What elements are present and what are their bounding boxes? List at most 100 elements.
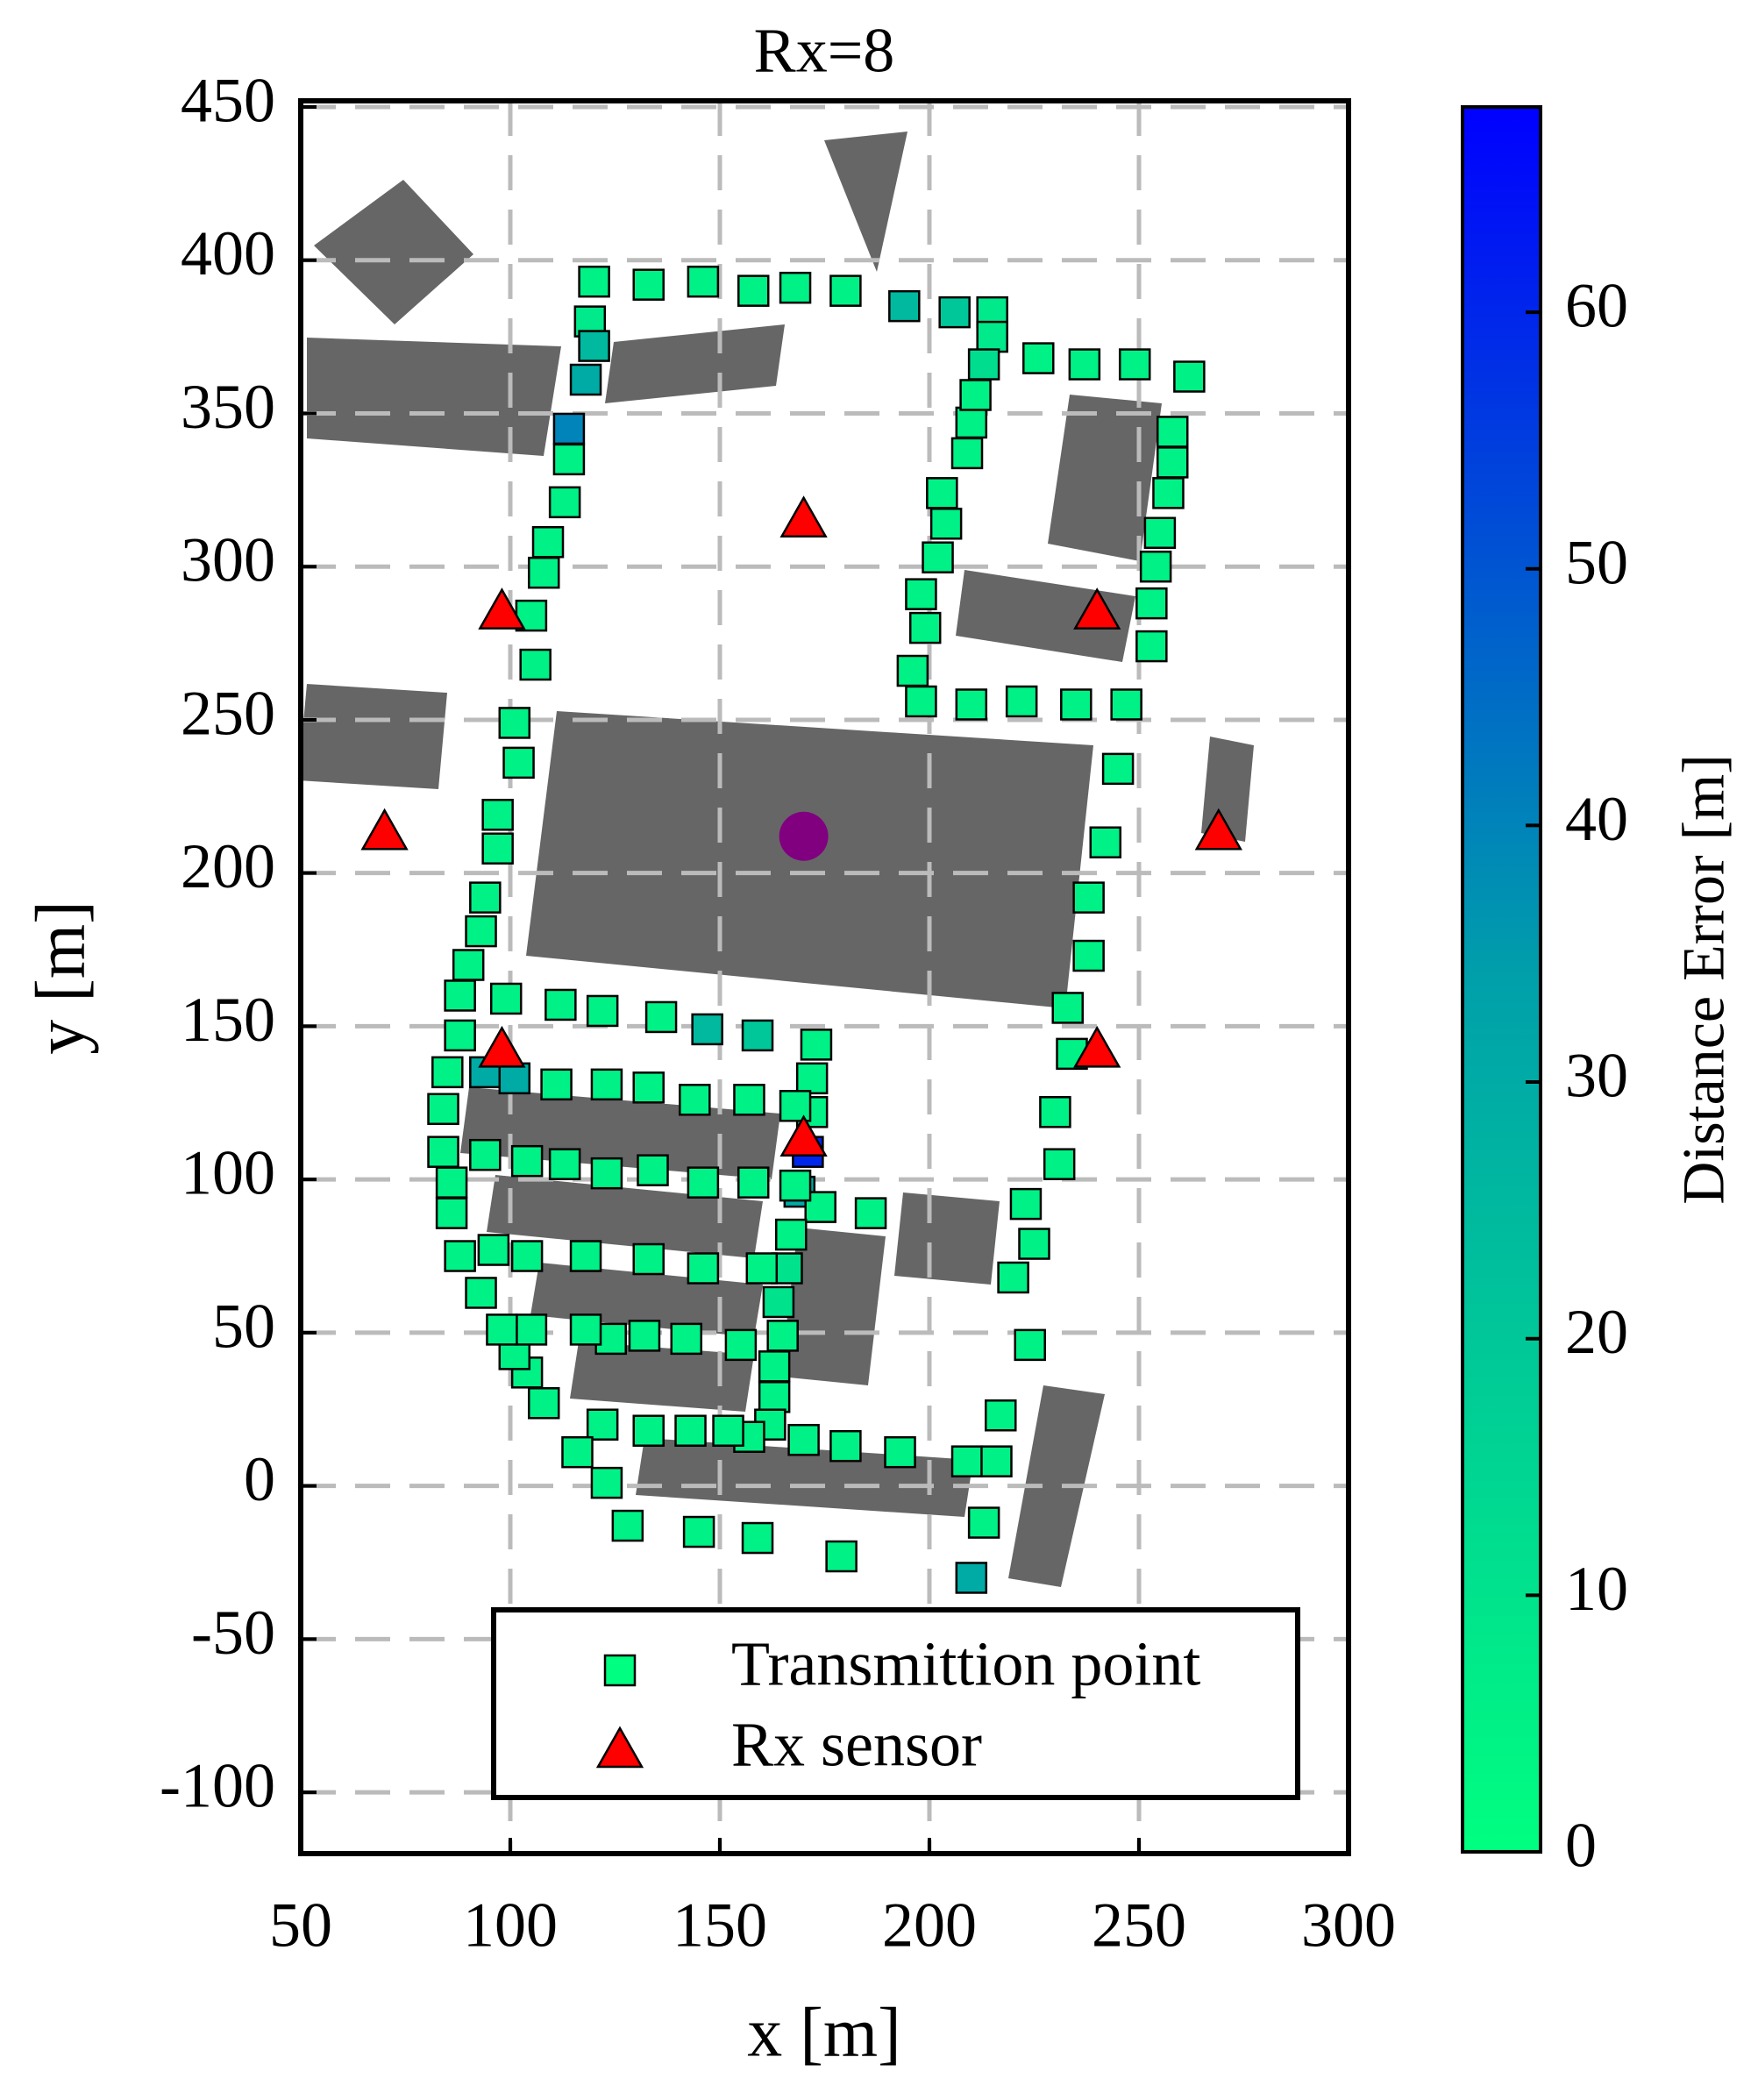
marker-square (950, 437, 984, 470)
x-tick-label: 200 (882, 1890, 977, 1961)
marker-square (632, 1071, 665, 1104)
marker-square (498, 1062, 531, 1095)
marker-square (1152, 477, 1185, 509)
marker-square (548, 1148, 581, 1180)
marker-square (531, 525, 565, 559)
marker-square (1156, 416, 1189, 448)
building (780, 1228, 886, 1385)
legend-label: Transmittion point (731, 1629, 1200, 1699)
marker-square (1014, 1328, 1046, 1362)
x-axis-label: x [m] (747, 1994, 901, 2071)
y-tick-label: 250 (181, 678, 275, 748)
marker-square (959, 379, 992, 411)
marker-triangle (1073, 1025, 1121, 1068)
marker-square (444, 1019, 476, 1052)
y-tick-label: 0 (244, 1444, 275, 1514)
marker-square (519, 648, 552, 681)
marker-square (955, 1562, 988, 1594)
marker-square (527, 556, 560, 589)
marks (360, 265, 1242, 1594)
marker-triangle (779, 495, 828, 538)
building (824, 132, 907, 272)
marker-triangle (1073, 587, 1121, 630)
marker-square (548, 486, 581, 519)
marker-triangle (779, 1114, 828, 1157)
marker-triangle (478, 587, 526, 630)
marker-square (724, 1328, 758, 1362)
marker-square (905, 685, 937, 718)
marker-square (637, 1154, 669, 1186)
marker-square (829, 1429, 862, 1463)
marker-square (632, 1414, 665, 1447)
marker-square (1039, 1096, 1071, 1128)
marker-square (1173, 360, 1206, 393)
colorbar-tick-label: 10 (1565, 1554, 1628, 1624)
marker-square (745, 1252, 779, 1285)
marker-square (922, 541, 954, 573)
building (570, 1342, 754, 1412)
marker-square (644, 1000, 678, 1034)
marker-square (884, 1435, 916, 1469)
marker-square (469, 1138, 502, 1171)
marker-square (908, 611, 942, 644)
marker-square (779, 1169, 812, 1202)
colorbar-tick-label: 30 (1565, 1041, 1628, 1111)
building (307, 338, 561, 456)
marker-square (1072, 939, 1105, 972)
x-tick-label: 50 (269, 1890, 332, 1961)
marker-square (510, 1144, 544, 1178)
marker-square (1156, 446, 1189, 479)
building (894, 1192, 1000, 1285)
building (605, 324, 785, 403)
colorbar (1461, 105, 1542, 1854)
marker-square (795, 1062, 829, 1095)
marker-square (800, 1029, 833, 1061)
marker-square (1143, 516, 1177, 550)
y-tick-label: 200 (181, 831, 275, 901)
marker-square (733, 1084, 765, 1116)
marker-square (1060, 688, 1093, 721)
marker-square (469, 881, 502, 914)
marker-square (452, 949, 485, 981)
marker-square (590, 1068, 623, 1101)
marker-square (997, 1261, 1029, 1294)
marker-square (955, 688, 988, 721)
y-tick-label: -50 (191, 1598, 275, 1668)
marker-square (1051, 992, 1084, 1024)
x-tick-label: 150 (673, 1890, 767, 1961)
y-tick-label: 300 (181, 525, 275, 595)
marker-square (578, 265, 610, 298)
marker-square (590, 1157, 623, 1190)
marker-square (1101, 752, 1135, 786)
legend-marker (595, 1726, 644, 1769)
legend-marker (603, 1654, 637, 1687)
marker-square (590, 1466, 623, 1499)
colorbar-tick-label: 40 (1565, 784, 1628, 854)
marker-square (578, 330, 610, 362)
marker-square (444, 979, 476, 1012)
marker-square (1022, 342, 1055, 374)
y-tick-label: 350 (181, 372, 275, 442)
marker-triangle (478, 1025, 526, 1068)
marker-square (687, 1166, 720, 1199)
marker-square (427, 1135, 459, 1168)
colorbar-tick-label: 20 (1565, 1297, 1628, 1367)
marker-square (775, 1218, 808, 1251)
x-tick-label: 100 (463, 1890, 558, 1961)
marker-square (980, 1445, 1013, 1477)
marker-square (569, 1313, 602, 1346)
marker-square (527, 1387, 560, 1420)
marker-square (481, 832, 514, 865)
marker-square (465, 915, 497, 948)
marker-square (515, 1313, 548, 1346)
marker-square (435, 1197, 468, 1229)
colorbar-label: Distance Error [m] (1670, 754, 1737, 1205)
building (1048, 395, 1162, 561)
marker-square (967, 348, 1000, 381)
marker-square (1139, 550, 1172, 583)
marker-square (1009, 1187, 1043, 1221)
building (956, 570, 1135, 662)
marker-square (888, 289, 921, 323)
